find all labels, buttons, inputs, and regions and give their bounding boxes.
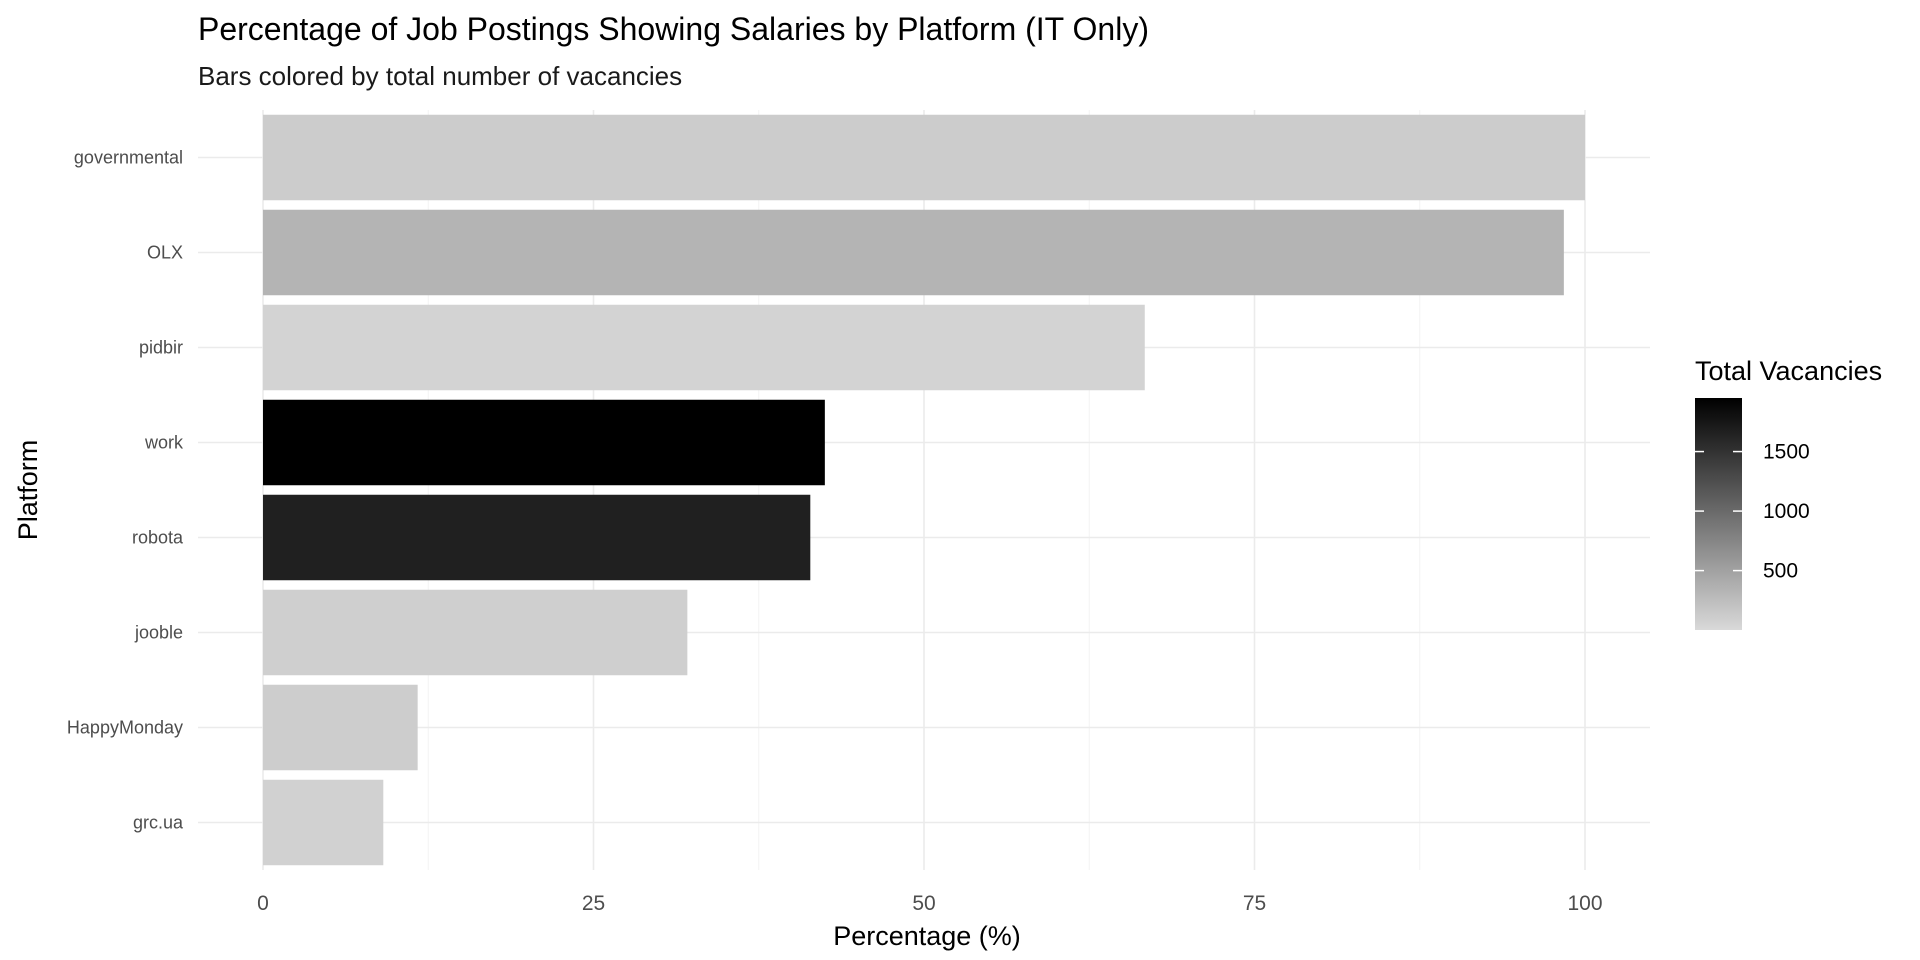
chart-subtitle: Bars colored by total number of vacancie… xyxy=(198,61,682,91)
bar-pidbir xyxy=(263,304,1145,391)
y-tick-label: grc.ua xyxy=(133,813,184,833)
y-tick-label: pidbir xyxy=(139,338,183,358)
bar-olx xyxy=(263,209,1564,296)
y-tick-labels: governmental OLX pidbir work robota jooble Hap… xyxy=(67,148,184,833)
bar-work xyxy=(263,399,825,486)
legend-colorbar xyxy=(1695,398,1742,630)
x-tick-label: 100 xyxy=(1567,892,1602,915)
bar-governmental xyxy=(263,114,1585,201)
legend-title: Total Vacancies xyxy=(1695,356,1882,386)
bar-robota xyxy=(263,494,811,581)
legend: Total Vacancies 500 1000 1500 xyxy=(1695,356,1882,630)
y-tick-label: governmental xyxy=(74,148,183,168)
legend-tick-label: 1500 xyxy=(1763,441,1810,464)
y-tick-label: jooble xyxy=(134,623,183,643)
legend-tick-label: 1000 xyxy=(1763,500,1810,523)
y-tick-label: OLX xyxy=(147,243,183,263)
bars xyxy=(263,114,1585,866)
x-axis-label: Percentage (%) xyxy=(833,921,1021,951)
bar-jooble xyxy=(263,589,688,676)
bar-happymonday xyxy=(263,684,418,771)
bar-grc-ua xyxy=(263,779,384,866)
y-axis-label: Platform xyxy=(13,440,43,541)
y-tick-label: robota xyxy=(132,528,184,548)
x-tick-labels: 0 25 50 75 100 xyxy=(257,892,1602,915)
y-tick-label: HappyMonday xyxy=(67,718,183,738)
x-tick-label: 50 xyxy=(912,892,935,915)
chart-title: Percentage of Job Postings Showing Salar… xyxy=(198,11,1149,47)
legend-ticks: 500 1000 1500 xyxy=(1695,441,1810,583)
x-tick-label: 25 xyxy=(582,892,605,915)
x-tick-label: 0 xyxy=(257,892,269,915)
y-tick-label: work xyxy=(144,433,184,453)
legend-tick-label: 500 xyxy=(1763,560,1798,583)
x-tick-label: 75 xyxy=(1243,892,1266,915)
